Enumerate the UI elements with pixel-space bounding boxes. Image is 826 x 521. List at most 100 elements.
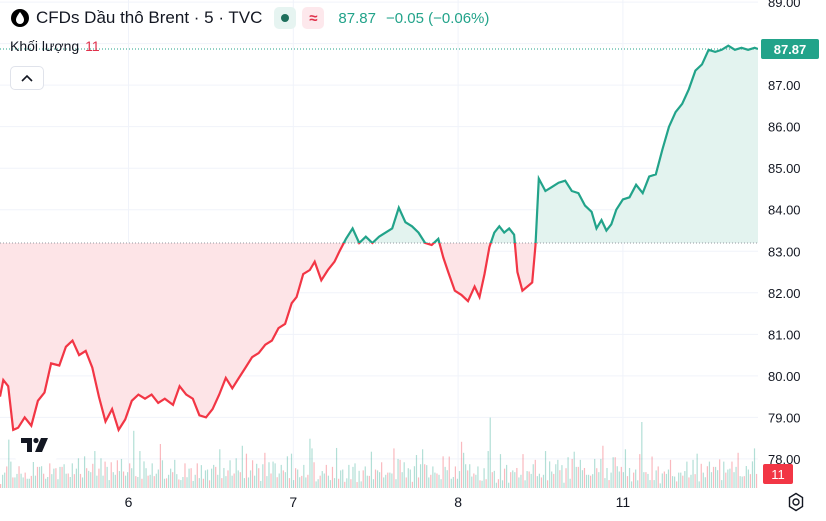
volume-bar bbox=[143, 461, 145, 488]
volume-bar bbox=[401, 472, 403, 488]
volume-bar bbox=[491, 472, 493, 488]
volume-bar bbox=[737, 452, 739, 488]
volume-bar bbox=[452, 477, 454, 488]
volume-bar bbox=[389, 472, 391, 488]
collapse-legend-button[interactable] bbox=[10, 66, 44, 90]
volume-bar bbox=[249, 470, 252, 488]
volume-bar bbox=[83, 456, 86, 488]
volume-bar bbox=[561, 465, 563, 488]
wave-icon[interactable]: ≈ bbox=[302, 7, 325, 29]
volume-bar bbox=[387, 472, 389, 488]
x-tick-label: 6 bbox=[125, 494, 133, 510]
volume-bar bbox=[495, 482, 497, 488]
volume-bar bbox=[567, 457, 569, 488]
volume-bar bbox=[622, 472, 624, 488]
volume-bar bbox=[141, 478, 143, 488]
volume-bar bbox=[92, 463, 94, 488]
volume-bar bbox=[581, 470, 584, 488]
volume-bar bbox=[682, 475, 684, 488]
volume-bar bbox=[190, 468, 192, 488]
volume-bar bbox=[358, 470, 360, 488]
tradingview-logo-icon[interactable] bbox=[14, 428, 58, 462]
volume-bar bbox=[678, 472, 680, 488]
volume-bar bbox=[721, 480, 723, 488]
volume-bar bbox=[430, 474, 432, 488]
volume-bar bbox=[276, 477, 278, 488]
volume-bar bbox=[24, 472, 26, 488]
volume-bar bbox=[200, 465, 202, 488]
volume-legend[interactable]: Khối lượng 11 bbox=[10, 38, 100, 54]
volume-bar bbox=[698, 481, 700, 488]
volume-bar bbox=[465, 464, 467, 488]
volume-bar bbox=[67, 473, 69, 488]
volume-bar bbox=[307, 474, 309, 488]
volume-bar bbox=[49, 463, 51, 488]
volume-bar bbox=[659, 483, 661, 488]
volume-bar bbox=[69, 477, 71, 488]
volume-bar bbox=[739, 476, 741, 488]
volume-bar bbox=[233, 473, 235, 488]
volume-bar bbox=[153, 476, 155, 488]
volume-bar bbox=[292, 480, 295, 488]
volume-bar bbox=[690, 474, 692, 488]
volume-bar bbox=[379, 472, 381, 488]
volume-bar bbox=[755, 473, 758, 488]
volume-bar bbox=[34, 475, 37, 488]
volume-label-bg bbox=[763, 464, 793, 484]
volume-bar bbox=[79, 473, 82, 488]
volume-bar bbox=[530, 473, 532, 488]
volume-bar bbox=[661, 473, 663, 488]
volume-bar bbox=[124, 475, 127, 488]
volume-bar bbox=[299, 477, 301, 488]
last-price-label: 87.87 bbox=[774, 42, 807, 57]
volume-bar bbox=[81, 477, 84, 488]
volume-bar bbox=[108, 480, 110, 488]
y-tick-label: 81.00 bbox=[768, 327, 801, 342]
volume-bar bbox=[409, 469, 411, 488]
volume-bar bbox=[383, 477, 385, 488]
volume-bar bbox=[186, 477, 188, 488]
volume-bar bbox=[475, 474, 477, 488]
volume-bar bbox=[600, 458, 602, 488]
volume-bar bbox=[553, 473, 555, 488]
volume-bar bbox=[120, 458, 123, 488]
volume-bar bbox=[90, 472, 92, 488]
volume-bar bbox=[122, 471, 125, 488]
volume-bar bbox=[655, 470, 657, 488]
volume-bar bbox=[516, 467, 518, 488]
volume-bar bbox=[2, 474, 4, 488]
symbol-title[interactable]: CFDs Dầu thô Brent · 5 · TVC bbox=[36, 8, 263, 27]
volume-bar bbox=[493, 470, 495, 488]
price-line-up[interactable] bbox=[0, 44, 758, 430]
volume-bar bbox=[360, 481, 362, 488]
volume-bar bbox=[239, 472, 241, 488]
volume-bar bbox=[454, 466, 456, 488]
volume-bar bbox=[657, 466, 659, 488]
y-tick-label: 86.00 bbox=[768, 120, 801, 135]
volume-bar bbox=[272, 461, 274, 488]
chevron-up-icon bbox=[21, 74, 33, 82]
volume-bar bbox=[282, 470, 284, 488]
volume-bar bbox=[274, 463, 276, 488]
market-open-dot-icon[interactable] bbox=[274, 7, 297, 29]
volume-bar bbox=[526, 471, 528, 488]
volume-bar bbox=[211, 468, 213, 488]
gear-icon[interactable] bbox=[784, 490, 808, 514]
volume-bar bbox=[12, 477, 14, 488]
volume-bar bbox=[157, 469, 159, 488]
volume-bar bbox=[301, 475, 303, 488]
volume-bar bbox=[626, 476, 629, 488]
volume-bar bbox=[73, 474, 75, 488]
volume-bar bbox=[671, 476, 674, 488]
price-line-down[interactable] bbox=[0, 46, 758, 433]
volume-bar bbox=[251, 460, 254, 488]
volume-bar bbox=[610, 472, 612, 488]
volume-bar bbox=[551, 471, 553, 488]
volume-bar bbox=[213, 464, 215, 488]
volume-bar bbox=[419, 464, 422, 488]
volume-bar bbox=[327, 475, 329, 488]
volume-bar bbox=[714, 466, 717, 488]
volume-bar bbox=[524, 480, 526, 488]
volume-bar bbox=[170, 468, 172, 488]
